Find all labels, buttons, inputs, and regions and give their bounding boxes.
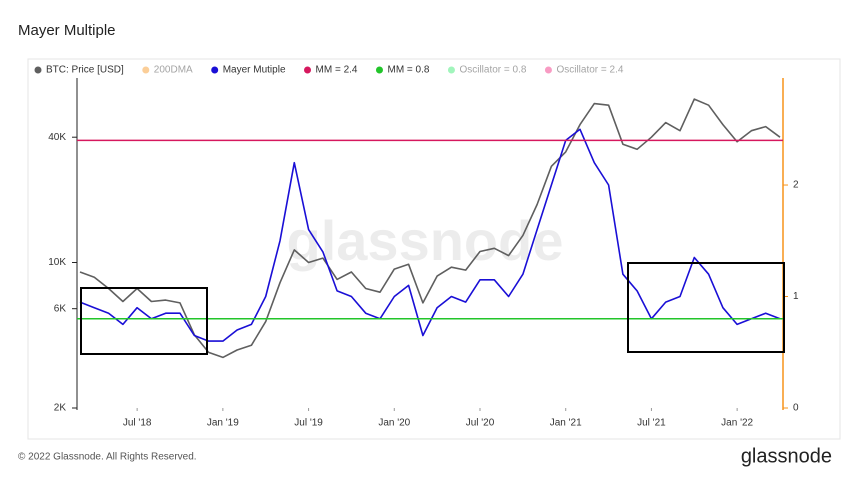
highlight-box xyxy=(80,287,208,355)
y-tick-label: 2K xyxy=(54,403,67,414)
brand-logo: glassnode xyxy=(741,445,832,467)
watermark: glassnode xyxy=(287,209,564,272)
footer: © 2022 Glassnode. All Rights Reserved. xyxy=(18,452,197,463)
legend-marker xyxy=(447,66,455,74)
series-line xyxy=(79,98,781,359)
chart-title: Mayer Multiple xyxy=(18,22,116,39)
y2-tick-label: 2 xyxy=(793,180,799,191)
legend-label[interactable]: BTC: Price [USD] xyxy=(46,65,124,76)
x-tick-label: Jul '20 xyxy=(466,418,495,429)
x-tick-label: Jan '20 xyxy=(378,418,410,429)
series-line xyxy=(79,128,781,342)
legend-marker xyxy=(375,66,383,74)
y2-tick-label: 1 xyxy=(793,291,799,302)
legend-label[interactable]: MM = 2.4 xyxy=(316,65,358,76)
y-tick-label: 6K xyxy=(54,303,67,314)
legend-label[interactable]: 200DMA xyxy=(154,65,193,76)
y-tick-label: 10K xyxy=(48,257,66,268)
x-tick-label: Jul '19 xyxy=(294,418,323,429)
chart-frame xyxy=(27,58,841,440)
x-tick-label: Jul '18 xyxy=(123,418,152,429)
legend-marker xyxy=(544,66,552,74)
legend-marker xyxy=(211,66,219,74)
y2-tick-label: 0 xyxy=(793,403,799,414)
legend-marker xyxy=(142,66,150,74)
legend-marker xyxy=(304,66,312,74)
legend-label[interactable]: Mayer Mutiple xyxy=(223,65,286,76)
x-tick-label: Jul '21 xyxy=(637,418,666,429)
highlight-box xyxy=(627,262,785,353)
y-tick-label: 40K xyxy=(48,132,66,143)
legend-marker xyxy=(34,66,42,74)
x-tick-label: Jan '19 xyxy=(207,418,239,429)
legend-label[interactable]: Oscillator = 2.4 xyxy=(556,65,623,76)
legend-label[interactable]: MM = 0.8 xyxy=(387,65,429,76)
x-tick-label: Jan '21 xyxy=(550,418,582,429)
x-tick-label: Jan '22 xyxy=(721,418,753,429)
legend-label[interactable]: Oscillator = 0.8 xyxy=(459,65,526,76)
